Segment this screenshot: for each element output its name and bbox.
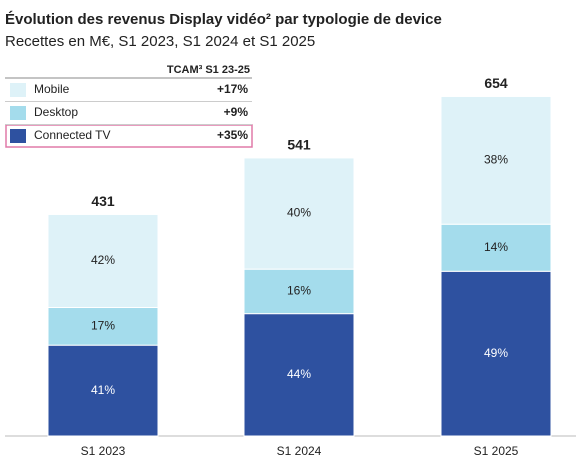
legend-label: Mobile	[34, 82, 70, 96]
chart-subtitle: Recettes en M€, S1 2023, S1 2024 et S1 2…	[5, 33, 315, 50]
bar-segment	[243, 157, 355, 270]
legend-cagr: +35%	[217, 128, 248, 142]
value-label: 17%	[91, 319, 115, 333]
value-label: 16%	[287, 284, 311, 298]
bar-segment	[440, 270, 552, 437]
legend-cagr: +17%	[217, 82, 248, 96]
legend-label: Desktop	[34, 105, 78, 119]
chart-title: Évolution des revenus Display vidéo² par…	[5, 11, 442, 28]
value-label: 38%	[484, 153, 508, 167]
total-label: 654	[484, 75, 508, 91]
legend-swatch	[10, 83, 26, 97]
value-label: 40%	[287, 206, 311, 220]
legend-swatch	[10, 129, 26, 143]
bar-segment	[47, 344, 159, 437]
bar-segment	[440, 223, 552, 272]
value-label: 42%	[91, 253, 115, 267]
x-tick-label: S1 2023	[81, 444, 126, 458]
legend-cagr: +9%	[224, 105, 249, 119]
value-label: 44%	[287, 367, 311, 381]
legend-swatch	[10, 106, 26, 120]
value-label: 14%	[484, 240, 508, 254]
value-label: 49%	[484, 346, 508, 360]
total-label: 431	[91, 193, 115, 209]
x-tick-label: S1 2025	[474, 444, 519, 458]
value-label: 41%	[91, 383, 115, 397]
x-tick-label: S1 2024	[277, 444, 322, 458]
bar-segment	[440, 95, 552, 225]
bar-segment	[47, 213, 159, 309]
legend-header: TCAM³ S1 23-25	[167, 64, 250, 76]
bar-segment	[243, 268, 355, 315]
legend-label: Connected TV	[34, 128, 111, 142]
total-label: 541	[287, 137, 311, 153]
bar-segment	[243, 313, 355, 437]
